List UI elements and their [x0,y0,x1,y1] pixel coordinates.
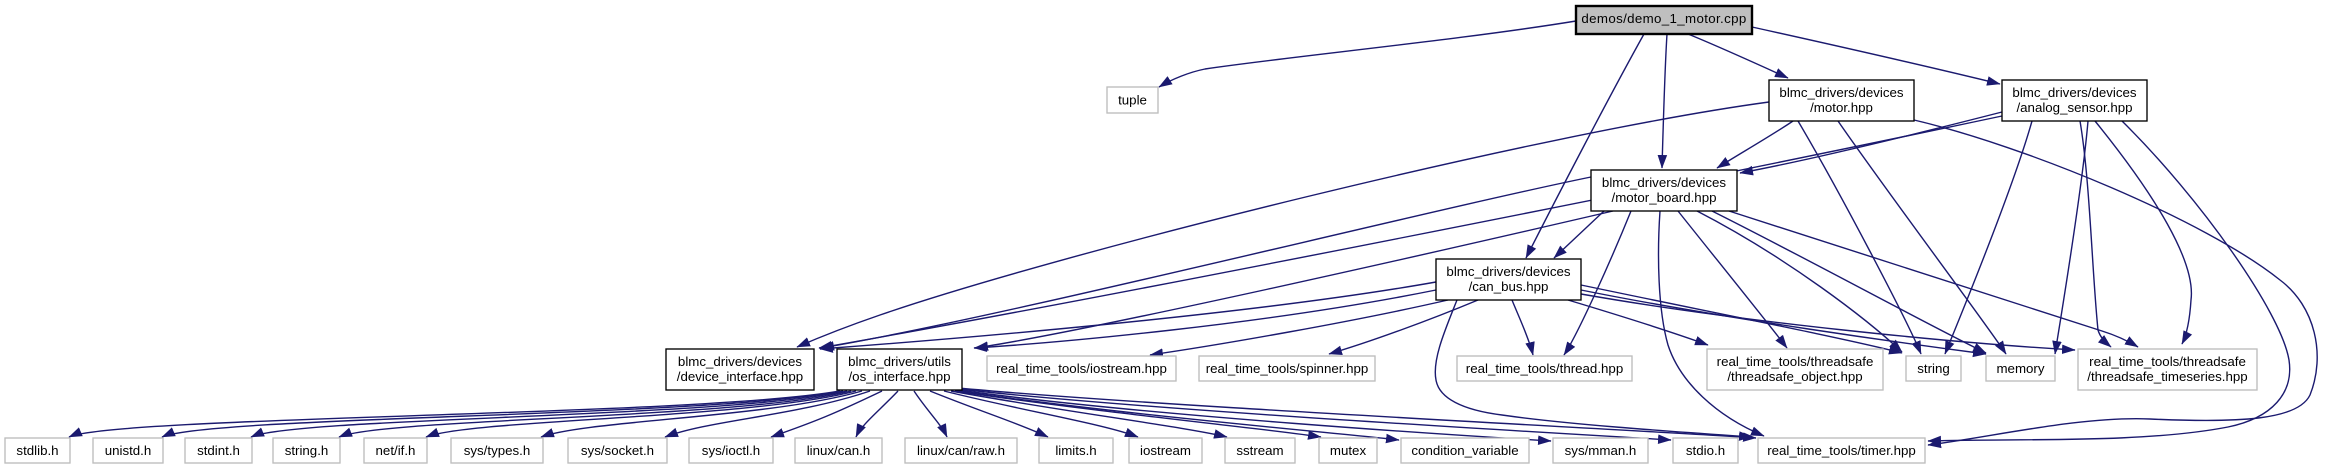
svg-text:stdlib.h: stdlib.h [16,443,58,458]
svg-text:stdint.h: stdint.h [197,443,240,458]
svg-text:/threadsafe_object.hpp: /threadsafe_object.hpp [1727,369,1862,384]
svg-text:blmc_drivers/devices: blmc_drivers/devices [2012,85,2136,100]
svg-text:real_time_tools/spinner.hpp: real_time_tools/spinner.hpp [1206,361,1369,376]
svg-text:string: string [1917,361,1950,376]
svg-text:string.h: string.h [285,443,329,458]
svg-text:blmc_drivers/devices: blmc_drivers/devices [678,354,802,369]
svg-text:linux/can.h: linux/can.h [807,443,871,458]
svg-text:condition_variable: condition_variable [1411,443,1518,458]
svg-text:unistd.h: unistd.h [105,443,152,458]
svg-text:stdio.h: stdio.h [1686,443,1725,458]
svg-text:net/if.h: net/if.h [376,443,416,458]
svg-text:sys/mman.h: sys/mman.h [1565,443,1637,458]
svg-text:real_time_tools/threadsafe: real_time_tools/threadsafe [1717,354,1874,369]
svg-text:blmc_drivers/devices: blmc_drivers/devices [1602,175,1726,190]
svg-text:demos/demo_1_motor.cpp: demos/demo_1_motor.cpp [1581,11,1746,26]
svg-text:tuple: tuple [1118,92,1147,107]
svg-text:sys/socket.h: sys/socket.h [581,443,654,458]
svg-text:/can_bus.hpp: /can_bus.hpp [1469,279,1549,294]
svg-text:real_time_tools/iostream.hpp: real_time_tools/iostream.hpp [996,361,1167,376]
svg-text:sys/types.h: sys/types.h [464,443,531,458]
svg-text:limits.h: limits.h [1055,443,1096,458]
svg-text:blmc_drivers/devices: blmc_drivers/devices [1446,264,1570,279]
svg-text:real_time_tools/threadsafe: real_time_tools/threadsafe [2089,354,2246,369]
svg-text:sys/ioctl.h: sys/ioctl.h [702,443,760,458]
svg-text:memory: memory [1996,361,2044,376]
svg-text:/os_interface.hpp: /os_interface.hpp [848,369,950,384]
svg-text:/analog_sensor.hpp: /analog_sensor.hpp [2016,100,2132,115]
svg-text:blmc_drivers/devices: blmc_drivers/devices [1779,85,1903,100]
svg-text:real_time_tools/thread.hpp: real_time_tools/thread.hpp [1466,361,1623,376]
svg-text:/device_interface.hpp: /device_interface.hpp [677,369,803,384]
svg-text:/motor.hpp: /motor.hpp [1810,100,1873,115]
svg-text:iostream: iostream [1140,443,1191,458]
svg-text:/threadsafe_timeseries.hpp: /threadsafe_timeseries.hpp [2087,369,2247,384]
svg-text:mutex: mutex [1330,443,1367,458]
svg-text:real_time_tools/timer.hpp: real_time_tools/timer.hpp [1767,443,1916,458]
svg-text:sstream: sstream [1236,443,1283,458]
svg-text:blmc_drivers/utils: blmc_drivers/utils [848,354,951,369]
svg-text:/motor_board.hpp: /motor_board.hpp [1612,190,1717,205]
svg-text:linux/can/raw.h: linux/can/raw.h [917,443,1005,458]
